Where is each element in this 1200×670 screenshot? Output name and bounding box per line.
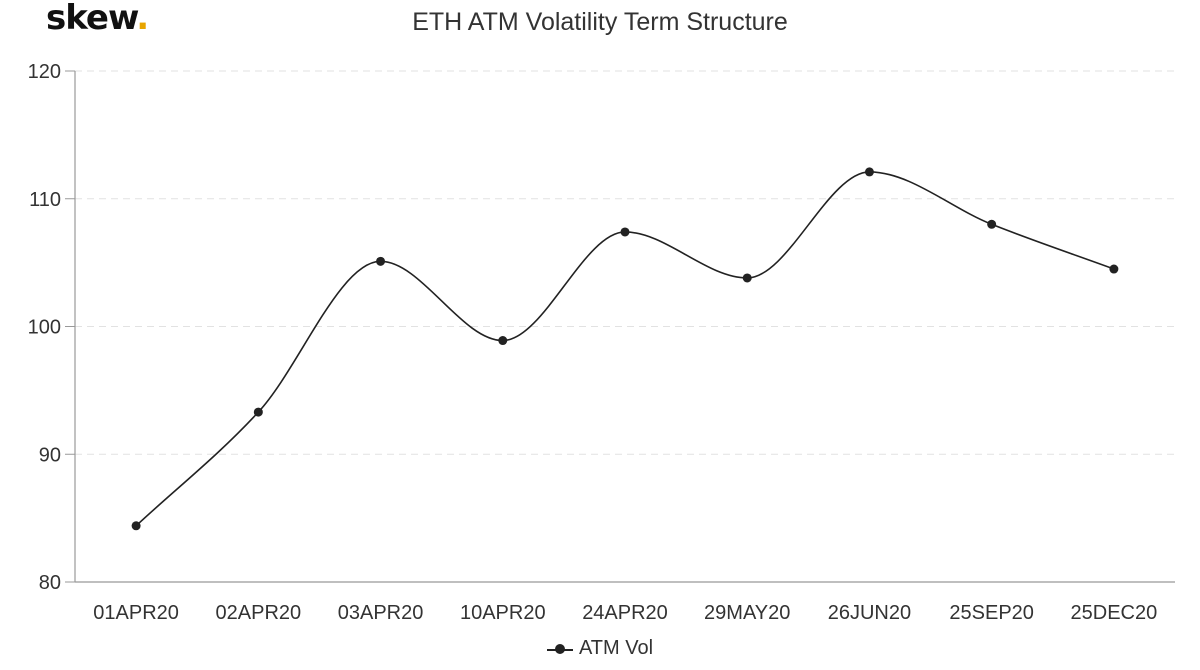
- x-tick-label: 25SEP20: [949, 602, 1034, 624]
- data-point[interactable]: [742, 273, 752, 283]
- y-tick-label: 100: [28, 317, 61, 339]
- x-tick-label: 10APR20: [460, 602, 546, 624]
- y-tick-label: 80: [39, 572, 61, 594]
- x-tick-label: 24APR20: [582, 602, 668, 624]
- x-tick-label: 26JUN20: [828, 602, 911, 624]
- chart-title: ETH ATM Volatility Term Structure: [412, 8, 788, 36]
- legend-item-atm-vol[interactable]: ATM Vol: [546, 637, 654, 660]
- legend-label: ATM Vol: [578, 637, 654, 659]
- data-point[interactable]: [498, 336, 508, 346]
- y-tick-label: 90: [39, 444, 61, 466]
- skew-logo: skew.: [46, 0, 149, 38]
- y-tick-label: 110: [29, 189, 61, 211]
- x-tick-label: 01APR20: [93, 602, 179, 624]
- series-line-atm-vol: [135, 171, 1115, 527]
- legend-marker-icon: [546, 642, 573, 656]
- x-tick-label: 02APR20: [216, 602, 302, 624]
- data-point[interactable]: [253, 407, 263, 417]
- data-point[interactable]: [131, 521, 141, 531]
- x-tick-label: 25DEC20: [1071, 602, 1158, 624]
- chart-legend: ATM Vol: [0, 637, 1200, 662]
- data-point[interactable]: [1109, 264, 1119, 274]
- data-point[interactable]: [620, 227, 630, 237]
- y-tick-label: 120: [28, 61, 61, 83]
- x-tick-label: 03APR20: [338, 602, 424, 624]
- data-point[interactable]: [376, 256, 386, 266]
- data-point[interactable]: [864, 167, 874, 177]
- data-point[interactable]: [987, 219, 997, 229]
- x-tick-label: 29MAY20: [704, 602, 790, 624]
